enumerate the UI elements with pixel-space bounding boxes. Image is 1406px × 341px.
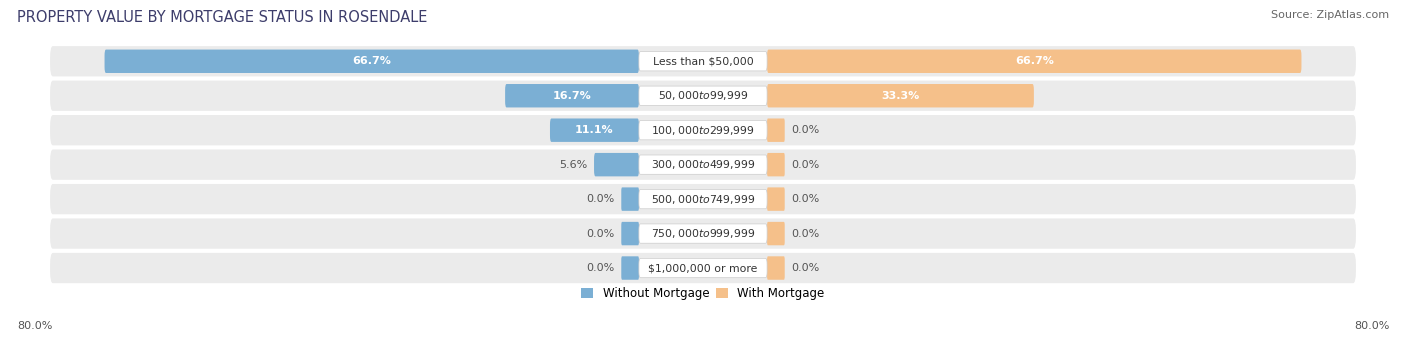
FancyBboxPatch shape <box>768 49 1302 73</box>
Text: $50,000 to $99,999: $50,000 to $99,999 <box>658 89 748 102</box>
Text: $1,000,000 or more: $1,000,000 or more <box>648 263 758 273</box>
FancyBboxPatch shape <box>768 84 1033 107</box>
FancyBboxPatch shape <box>51 80 1355 111</box>
Text: 0.0%: 0.0% <box>586 194 614 204</box>
FancyBboxPatch shape <box>550 118 638 142</box>
Text: 16.7%: 16.7% <box>553 91 592 101</box>
FancyBboxPatch shape <box>768 256 785 280</box>
FancyBboxPatch shape <box>638 51 768 71</box>
FancyBboxPatch shape <box>104 49 638 73</box>
Text: $100,000 to $299,999: $100,000 to $299,999 <box>651 124 755 137</box>
FancyBboxPatch shape <box>638 224 768 243</box>
Text: 80.0%: 80.0% <box>17 321 52 331</box>
Legend: Without Mortgage, With Mortgage: Without Mortgage, With Mortgage <box>576 282 830 305</box>
Text: Source: ZipAtlas.com: Source: ZipAtlas.com <box>1271 10 1389 20</box>
Text: 5.6%: 5.6% <box>560 160 588 170</box>
FancyBboxPatch shape <box>51 219 1355 249</box>
Text: 66.7%: 66.7% <box>1015 56 1053 66</box>
Text: $300,000 to $499,999: $300,000 to $499,999 <box>651 158 755 171</box>
Text: 33.3%: 33.3% <box>882 91 920 101</box>
FancyBboxPatch shape <box>51 115 1355 145</box>
FancyBboxPatch shape <box>51 149 1355 180</box>
Text: 0.0%: 0.0% <box>792 194 820 204</box>
FancyBboxPatch shape <box>51 253 1355 283</box>
FancyBboxPatch shape <box>638 86 768 105</box>
FancyBboxPatch shape <box>621 222 638 245</box>
FancyBboxPatch shape <box>621 188 638 211</box>
Text: 0.0%: 0.0% <box>792 125 820 135</box>
FancyBboxPatch shape <box>768 118 785 142</box>
FancyBboxPatch shape <box>768 153 785 176</box>
FancyBboxPatch shape <box>51 184 1355 214</box>
Text: PROPERTY VALUE BY MORTGAGE STATUS IN ROSENDALE: PROPERTY VALUE BY MORTGAGE STATUS IN ROS… <box>17 10 427 25</box>
Text: Less than $50,000: Less than $50,000 <box>652 56 754 66</box>
Text: $750,000 to $999,999: $750,000 to $999,999 <box>651 227 755 240</box>
FancyBboxPatch shape <box>638 258 768 278</box>
FancyBboxPatch shape <box>621 256 638 280</box>
FancyBboxPatch shape <box>638 155 768 174</box>
Text: 80.0%: 80.0% <box>1354 321 1389 331</box>
Text: 0.0%: 0.0% <box>792 160 820 170</box>
Text: 11.1%: 11.1% <box>575 125 614 135</box>
FancyBboxPatch shape <box>595 153 638 176</box>
Text: $500,000 to $749,999: $500,000 to $749,999 <box>651 193 755 206</box>
Text: 0.0%: 0.0% <box>586 263 614 273</box>
Text: 0.0%: 0.0% <box>792 263 820 273</box>
FancyBboxPatch shape <box>505 84 638 107</box>
FancyBboxPatch shape <box>768 222 785 245</box>
FancyBboxPatch shape <box>638 190 768 209</box>
FancyBboxPatch shape <box>638 120 768 140</box>
Text: 0.0%: 0.0% <box>792 228 820 239</box>
Text: 0.0%: 0.0% <box>586 228 614 239</box>
FancyBboxPatch shape <box>51 46 1355 76</box>
FancyBboxPatch shape <box>768 188 785 211</box>
Text: 66.7%: 66.7% <box>353 56 391 66</box>
